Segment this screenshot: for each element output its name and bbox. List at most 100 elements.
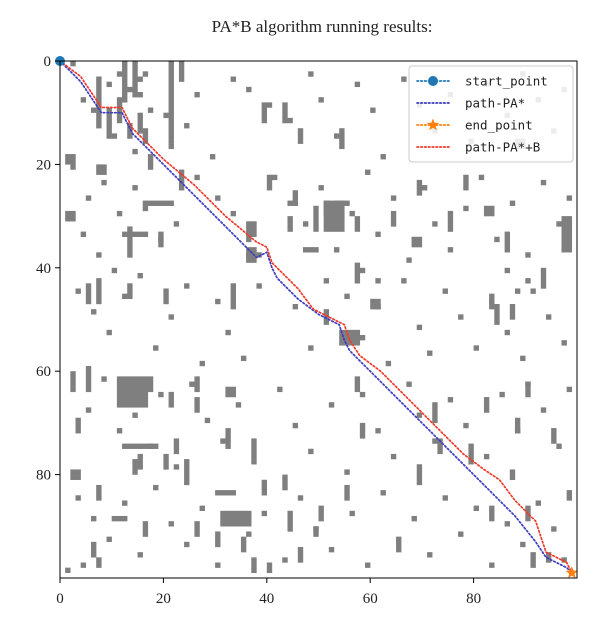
- obstacle-block: [225, 428, 231, 449]
- obstacle-cell: [359, 267, 366, 274]
- obstacle-cell: [127, 86, 133, 93]
- obstacle-cell: [142, 205, 149, 212]
- obstacle-block: [313, 526, 319, 537]
- obstacle-block: [65, 210, 76, 222]
- obstacle-cell: [375, 428, 381, 434]
- obstacle-block: [416, 464, 423, 486]
- obstacle-cell: [525, 278, 531, 284]
- obstacle-cell: [442, 288, 448, 294]
- obstacle-cell: [318, 97, 324, 103]
- obstacle-cell: [277, 386, 283, 393]
- obstacle-block: [122, 231, 149, 237]
- obstacle-cell: [494, 236, 500, 243]
- obstacle-cell: [199, 360, 205, 367]
- obstacle-cell: [70, 61, 76, 67]
- obstacle-cell: [540, 179, 547, 186]
- obstacle-block: [370, 298, 381, 310]
- obstacle-cell: [287, 200, 293, 206]
- obstacle-cell: [132, 412, 138, 418]
- obstacle-cell: [483, 453, 490, 460]
- obstacle-block: [106, 107, 112, 139]
- obstacle-cell: [545, 314, 552, 320]
- obstacle-block: [96, 278, 102, 305]
- obstacle-cell: [122, 500, 128, 506]
- obstacle-cell: [204, 417, 211, 424]
- obstacle-block: [416, 179, 423, 196]
- obstacle-block: [173, 438, 180, 455]
- legend-box: [408, 65, 574, 163]
- obstacle-cell: [209, 154, 216, 160]
- obstacle-block: [566, 490, 573, 501]
- obstacle-cell: [365, 169, 371, 175]
- obstacle-cell: [499, 391, 505, 398]
- obstacle-block: [137, 112, 143, 134]
- obstacle-block: [251, 557, 257, 574]
- obstacle-block: [132, 459, 138, 475]
- obstacle-block: [463, 174, 469, 191]
- x-tick-label: 0: [56, 591, 64, 607]
- obstacle-block: [142, 521, 149, 537]
- obstacle-cell: [111, 267, 118, 274]
- obstacle-block: [525, 381, 531, 398]
- obstacle-cell: [137, 76, 143, 82]
- obstacle-cell: [520, 355, 526, 362]
- obstacle-block: [91, 541, 97, 558]
- legend-marker-start-point: [428, 76, 438, 86]
- obstacle-cell: [163, 112, 169, 119]
- obstacle-block: [354, 216, 361, 232]
- obstacle-block: [168, 391, 174, 408]
- obstacle-cell: [116, 210, 123, 217]
- obstacle-block: [447, 210, 454, 232]
- obstacle-cell: [334, 247, 340, 253]
- obstacle-cell: [240, 355, 247, 362]
- obstacle-cell: [566, 195, 573, 201]
- obstacle-cell: [520, 541, 526, 548]
- obstacle-cell: [514, 288, 521, 294]
- obstacle-block: [494, 303, 500, 325]
- obstacle-cell: [184, 541, 190, 548]
- obstacle-block: [85, 366, 92, 393]
- obstacle-cell: [349, 210, 355, 217]
- obstacle-block: [359, 422, 366, 439]
- obstacle-cell: [504, 267, 510, 274]
- obstacle-block: [194, 397, 200, 413]
- obstacle-cell: [344, 293, 350, 300]
- obstacle-block: [297, 546, 304, 563]
- obstacle-cell: [137, 552, 143, 558]
- obstacle-cell: [251, 459, 257, 465]
- obstacle-cell: [116, 428, 123, 434]
- obstacle-cell: [70, 386, 76, 393]
- x-axis: 0 20 40 60 80: [56, 578, 481, 607]
- obstacle-block: [390, 210, 397, 227]
- obstacle-cell: [225, 329, 231, 336]
- obstacle-block: [483, 205, 495, 217]
- obstacle-block: [137, 453, 143, 470]
- legend: start_point path-PA* end_point path-PA*+B: [408, 65, 574, 163]
- obstacle-block: [292, 190, 299, 206]
- obstacle-cell: [406, 381, 412, 387]
- obstacle-block: [116, 376, 149, 408]
- obstacle-block: [142, 200, 174, 206]
- obstacle-cell: [246, 531, 252, 537]
- obstacle-cell: [137, 272, 143, 279]
- obstacle-cell: [458, 314, 464, 320]
- point-end-point: [565, 566, 579, 579]
- obstacle-cell: [535, 500, 542, 506]
- obstacle-cell: [297, 495, 304, 501]
- obstacle-block: [96, 484, 102, 501]
- obstacle-cell: [401, 278, 407, 284]
- obstacle-block: [163, 453, 169, 470]
- obstacle-cell: [91, 107, 97, 113]
- obstacle-cell: [416, 412, 423, 418]
- obstacle-block: [85, 283, 92, 305]
- obstacle-block: [127, 283, 133, 300]
- obstacle-block: [509, 469, 516, 480]
- obstacle-block: [122, 61, 128, 103]
- obstacle-cell: [473, 505, 479, 511]
- obstacle-block: [437, 438, 443, 455]
- obstacle-block: [318, 505, 324, 522]
- obstacle-cell: [323, 278, 330, 284]
- obstacle-block: [168, 61, 174, 144]
- obstacle-block: [96, 164, 107, 175]
- obstacle-cell: [287, 117, 293, 124]
